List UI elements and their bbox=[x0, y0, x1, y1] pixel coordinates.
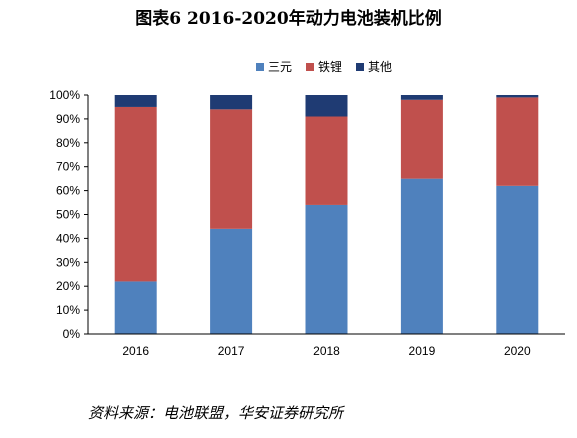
y-tick-label: 50% bbox=[56, 208, 80, 222]
bar-2019-series-0 bbox=[400, 178, 443, 334]
legend-swatch-other bbox=[356, 62, 365, 71]
legend-label-ternary: 三元 bbox=[268, 60, 293, 74]
y-tick-label: 90% bbox=[56, 112, 80, 126]
legend-item-other: 其他 bbox=[356, 58, 392, 75]
x-tick-label: 2019 bbox=[409, 344, 436, 358]
bar-2020-series-2 bbox=[496, 95, 539, 98]
y-tick-label: 40% bbox=[56, 231, 80, 245]
y-tick-label: 80% bbox=[56, 136, 80, 150]
y-tick-label: 20% bbox=[56, 279, 80, 293]
y-tick-label: 60% bbox=[56, 184, 80, 198]
y-tick-label: 70% bbox=[56, 160, 80, 174]
y-tick-label: 30% bbox=[56, 255, 80, 269]
legend-swatch-lfp bbox=[306, 62, 315, 71]
bar-2019-series-2 bbox=[400, 95, 443, 100]
figure-title: 图表6 2016-2020年动力电池装机比例 bbox=[135, 9, 442, 29]
bar-2017-series-1 bbox=[210, 109, 253, 229]
x-tick-label: 2016 bbox=[122, 344, 149, 358]
bar-2020-series-1 bbox=[496, 97, 539, 186]
bar-2018-series-0 bbox=[305, 204, 348, 334]
bar-2016-series-0 bbox=[114, 281, 157, 334]
legend-item-ternary: 三元 bbox=[256, 58, 292, 75]
x-tick-label: 2017 bbox=[218, 344, 245, 358]
x-tick-label: 2020 bbox=[504, 344, 531, 358]
legend-swatch-ternary bbox=[256, 62, 264, 71]
legend-item-lfp: 铁锂 bbox=[306, 58, 342, 75]
bar-2018-series-1 bbox=[305, 116, 348, 205]
y-tick-label: 10% bbox=[56, 303, 80, 317]
bar-2016-series-1 bbox=[114, 106, 157, 282]
bar-2017-series-2 bbox=[210, 95, 253, 110]
chart-legend: 三元 铁锂 其他 bbox=[256, 58, 392, 75]
bar-2019-series-1 bbox=[400, 99, 443, 179]
legend-label-other: 其他 bbox=[368, 60, 393, 74]
bar-2018-series-2 bbox=[305, 95, 348, 117]
bar-2017-series-0 bbox=[210, 228, 253, 334]
x-tick-label: 2018 bbox=[313, 344, 340, 358]
bar-2020-series-0 bbox=[496, 185, 539, 334]
y-tick-label: 0% bbox=[63, 327, 81, 341]
bar-2016-series-2 bbox=[114, 95, 157, 107]
legend-label-lfp: 铁锂 bbox=[318, 60, 343, 74]
y-tick-label: 100% bbox=[49, 88, 80, 102]
source-note: 资料来源：电池联盟，华安证券研究所 bbox=[88, 404, 344, 422]
